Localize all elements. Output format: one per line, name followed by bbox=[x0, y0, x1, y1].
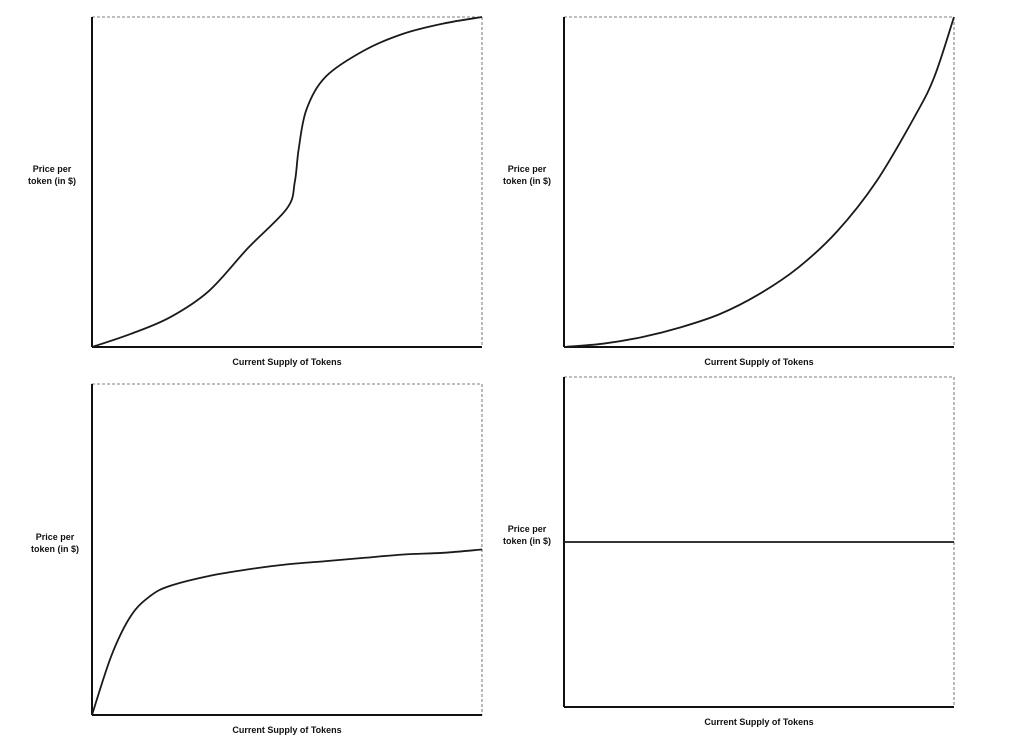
plot-frame-2 bbox=[563, 16, 955, 348]
x-axis-label-3: Current Supply of Tokens bbox=[232, 725, 341, 735]
x-axis-label-2: Current Supply of Tokens bbox=[704, 357, 813, 367]
y-axis-label-2: Price per token (in $) bbox=[503, 164, 551, 186]
x-axis-label-1: Current Supply of Tokens bbox=[232, 357, 341, 367]
y-axis-label-4: Price per token (in $) bbox=[503, 524, 551, 546]
y-axis-label-line: Price per bbox=[36, 532, 75, 542]
plot-frame-3 bbox=[91, 383, 483, 716]
y-axis-label-line: token (in $) bbox=[31, 544, 79, 554]
price-curve-exponential bbox=[563, 16, 955, 348]
y-axis-label-line: token (in $) bbox=[503, 176, 551, 186]
y-axis-label-line: Price per bbox=[508, 164, 547, 174]
y-axis-label-line: token (in $) bbox=[28, 176, 76, 186]
price-curve-sigmoid bbox=[91, 16, 483, 348]
y-axis-label-line: Price per bbox=[33, 164, 72, 174]
y-axis-label-line: Price per bbox=[508, 524, 547, 534]
y-axis-label-3: Price per token (in $) bbox=[31, 532, 79, 554]
y-axis-label-line: token (in $) bbox=[503, 536, 551, 546]
plot-frame-1 bbox=[91, 16, 483, 348]
x-axis-label-4: Current Supply of Tokens bbox=[704, 717, 813, 727]
y-axis-label-1: Price per token (in $) bbox=[28, 164, 76, 186]
price-curve-logarithmic bbox=[91, 548, 483, 716]
